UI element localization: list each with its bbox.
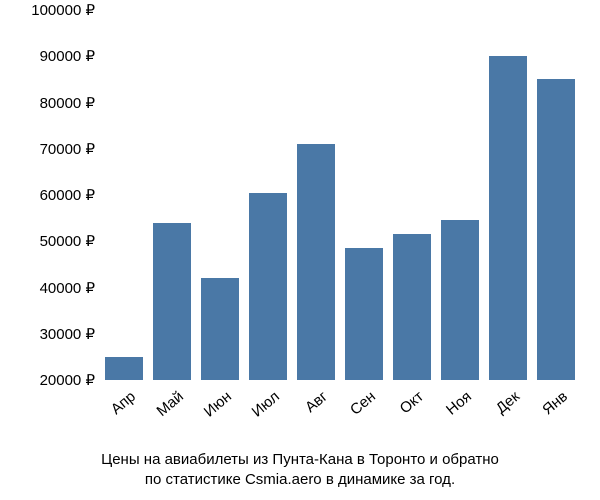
y-axis-tick: 60000 ₽ bbox=[0, 186, 95, 204]
x-axis-tick: Май bbox=[153, 388, 186, 420]
x-axis-tick: Апр bbox=[108, 388, 139, 418]
price-chart: Цены на авиабилеты из Пунта-Кана в Торон… bbox=[0, 0, 600, 500]
y-axis-tick: 40000 ₽ bbox=[0, 279, 95, 297]
x-axis-tick: Июл bbox=[249, 388, 283, 421]
y-axis-tick: 80000 ₽ bbox=[0, 94, 95, 112]
y-axis-tick: 70000 ₽ bbox=[0, 140, 95, 158]
bar bbox=[201, 278, 238, 380]
x-axis-tick: Авг bbox=[302, 388, 331, 416]
bar bbox=[153, 223, 190, 380]
bar bbox=[297, 144, 334, 380]
bar bbox=[489, 56, 526, 380]
chart-caption: Цены на авиабилеты из Пунта-Кана в Торон… bbox=[0, 450, 600, 491]
x-axis-tick: Июн bbox=[201, 388, 235, 421]
y-axis-tick: 20000 ₽ bbox=[0, 371, 95, 389]
x-axis-tick: Янв bbox=[539, 388, 571, 418]
y-axis-tick: 30000 ₽ bbox=[0, 325, 95, 343]
y-axis-tick: 50000 ₽ bbox=[0, 232, 95, 250]
plot-area bbox=[100, 10, 580, 380]
x-axis-tick: Сен bbox=[347, 388, 379, 419]
y-axis-tick: 90000 ₽ bbox=[0, 47, 95, 65]
bar bbox=[345, 248, 382, 380]
x-axis-tick: Ноя bbox=[443, 388, 475, 419]
bar bbox=[249, 193, 286, 380]
caption-line: Цены на авиабилеты из Пунта-Кана в Торон… bbox=[0, 450, 600, 470]
x-axis-tick: Окт bbox=[397, 388, 427, 417]
caption-line: по статистике Csmia.aero в динамике за г… bbox=[0, 470, 600, 490]
bars-container bbox=[100, 10, 580, 380]
bar bbox=[537, 79, 574, 380]
bar bbox=[105, 357, 142, 380]
bar bbox=[441, 220, 478, 380]
bar bbox=[393, 234, 430, 380]
x-axis-tick: Дек bbox=[493, 388, 523, 417]
y-axis-tick: 100000 ₽ bbox=[0, 1, 95, 19]
